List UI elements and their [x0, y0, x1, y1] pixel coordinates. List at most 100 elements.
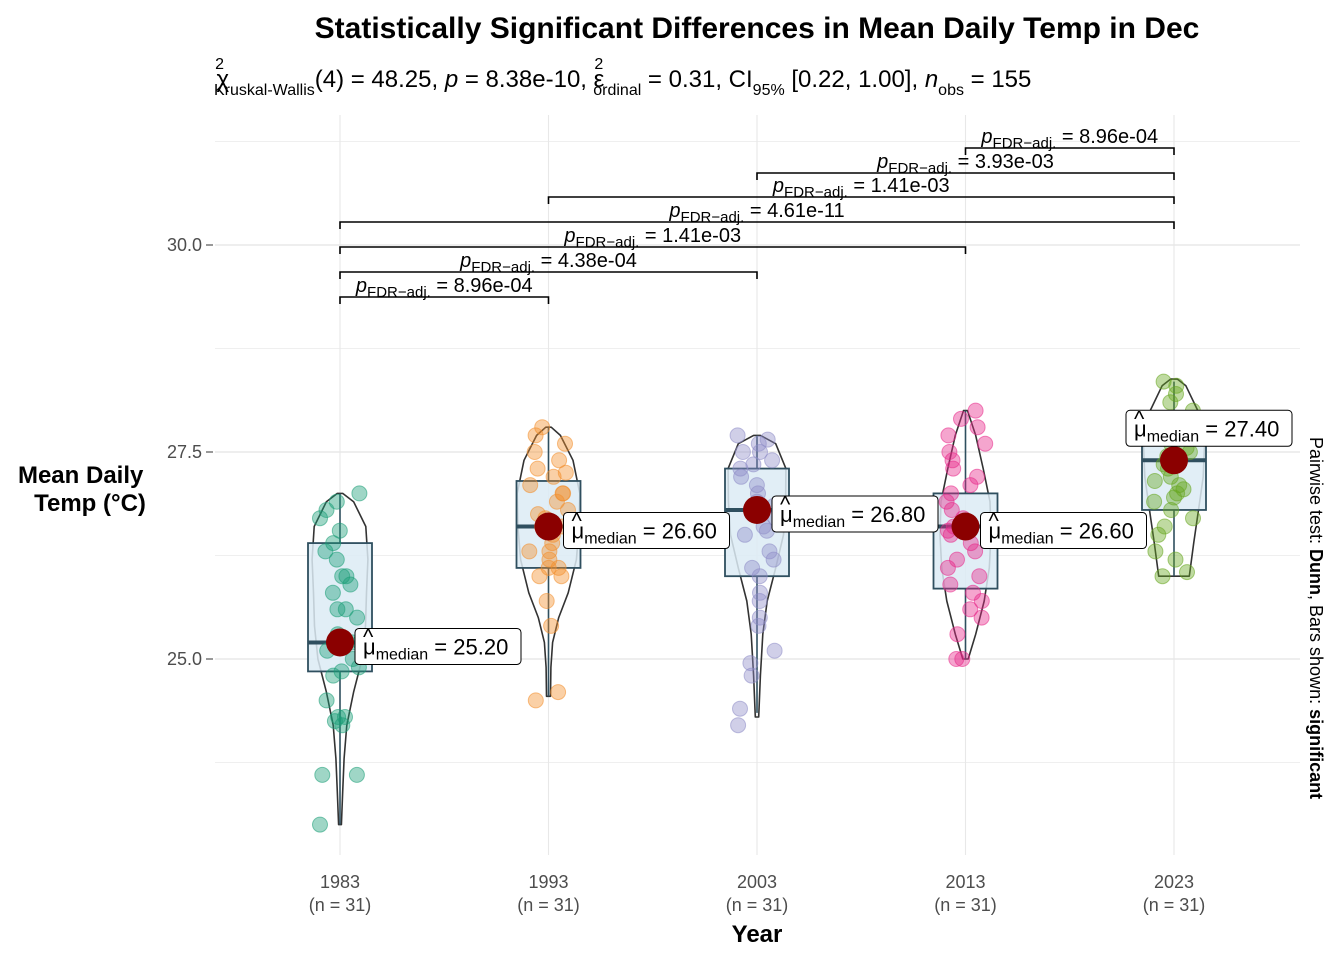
- data-point-2013: [965, 584, 981, 601]
- violin-2003: [727, 434, 787, 718]
- median-value: = 26.60: [1054, 519, 1134, 544]
- median-label-text: μmedian = 25.20: [363, 634, 508, 663]
- y-tick-label: 30.0: [167, 235, 202, 255]
- median-label-1993: ^μmedian = 26.60: [563, 509, 730, 550]
- caption-part-2: Dunn: [1306, 549, 1326, 595]
- bracket-label: pFDR−adj. = 1.41e-03: [563, 225, 741, 251]
- x-tick-sample-size: (n = 31): [934, 895, 997, 915]
- median-subscript: median: [793, 514, 845, 531]
- data-point-2013: [949, 551, 965, 568]
- median-label-box: [1125, 409, 1293, 447]
- x-tick-sample-size: (n = 31): [309, 895, 372, 915]
- median-label-box: [354, 627, 522, 665]
- violin-1993: [516, 426, 581, 698]
- data-point-1993: [554, 485, 571, 502]
- bracket-1983-2023: pFDR−adj. = 4.61e-11: [339, 200, 1175, 229]
- data-point-1993: [551, 452, 568, 469]
- data-point-1983: [325, 535, 342, 552]
- data-point-2013: [949, 626, 966, 643]
- x-tick-sample-size: (n = 31): [726, 895, 789, 915]
- y-axis-title-line-2: Temp (°C): [34, 490, 146, 517]
- p-subscript: FDR−adj.: [367, 284, 431, 301]
- median-point-2023: [1160, 446, 1188, 475]
- y-axis-title: Mean Daily Temp (°C): [18, 462, 150, 517]
- data-point-1993: [557, 464, 574, 481]
- data-point-2003: [736, 526, 753, 543]
- bracket-label: pFDR−adj. = 8.96e-04: [980, 126, 1158, 152]
- p-symbol: p: [980, 126, 992, 148]
- median-value: = 27.40: [1199, 416, 1279, 441]
- data-point-2003: [745, 456, 762, 473]
- data-point-2013: [944, 452, 961, 469]
- median-label-2023: ^μmedian = 27.40: [1125, 406, 1293, 447]
- data-point-1993: [529, 460, 546, 477]
- x-tick-sample-size: (n = 31): [1143, 895, 1206, 915]
- p-subscript: FDR−adj.: [784, 184, 848, 201]
- hat-symbol: ^: [363, 624, 374, 649]
- data-point-2023: [1185, 510, 1201, 527]
- x-tick-label: 2013: [945, 872, 985, 892]
- data-point-2023: [1155, 373, 1172, 390]
- data-point-2023: [1146, 473, 1163, 489]
- data-point-2023: [1147, 543, 1164, 560]
- p-value: = 4.61e-11: [744, 200, 844, 222]
- p-symbol: p: [876, 151, 888, 173]
- mu-symbol: μ: [572, 519, 585, 544]
- bracket-1983-2003: pFDR−adj. = 4.38e-04: [339, 250, 758, 279]
- p-value: = 8.96e-04: [1056, 126, 1158, 148]
- p-symbol: p: [772, 175, 784, 197]
- data-point-1983: [348, 766, 365, 783]
- median-point-2003: [743, 495, 771, 524]
- data-point-2013: [967, 402, 984, 419]
- bracket-1983-1993: pFDR−adj. = 8.96e-04: [339, 275, 550, 304]
- data-point-2003: [730, 717, 747, 734]
- data-point-2003: [732, 700, 748, 717]
- data-point-2003: [752, 584, 768, 601]
- bracket-line: [547, 196, 1175, 204]
- caption-part-3: , Bars shown:: [1306, 595, 1326, 709]
- caption: Pairwise test: Dunn, Bars shown: signifi…: [1306, 437, 1326, 799]
- p-symbol: p: [668, 200, 680, 222]
- data-point-2013: [969, 419, 986, 436]
- data-point-1983: [331, 522, 348, 539]
- epsilon-symbol: ε: [594, 66, 605, 93]
- mu-symbol: μ: [363, 634, 376, 659]
- data-point-2003: [733, 468, 750, 485]
- data-point-1993: [527, 427, 544, 444]
- x-tick-sample-size: (n = 31): [517, 895, 580, 915]
- median-point-1993: [534, 512, 563, 541]
- chi-symbol: χ: [216, 66, 229, 93]
- data-point-2013: [971, 568, 988, 585]
- y-axis-title-line-1: Mean Daily: [18, 462, 144, 489]
- data-point-2013: [973, 609, 990, 626]
- data-point-2003: [750, 435, 767, 452]
- data-point-2013: [954, 651, 971, 667]
- median-label-text: μmedian = 26.80: [780, 502, 925, 531]
- data-point-2023: [1154, 568, 1171, 585]
- data-point-1993: [521, 543, 538, 560]
- median-value: = 26.80: [845, 502, 925, 527]
- median-label-text: μmedian = 26.60: [989, 519, 1134, 548]
- hat-symbol: ^: [572, 509, 583, 534]
- mu-symbol: μ: [1134, 416, 1147, 441]
- bracket-label: pFDR−adj. = 4.38e-04: [459, 250, 637, 276]
- data-point-1983: [314, 766, 331, 783]
- data-point-2013: [969, 468, 986, 485]
- bracket-label: pFDR−adj. = 1.41e-03: [772, 175, 950, 201]
- data-point-2023: [1150, 526, 1167, 543]
- p-symbol: p: [444, 66, 458, 93]
- median-value: = 26.60: [637, 519, 717, 544]
- data-point-2013: [962, 601, 979, 618]
- bracket-line: [339, 271, 758, 279]
- bracket-line: [756, 172, 1175, 180]
- data-point-1983: [342, 576, 359, 593]
- data-point-1993: [534, 419, 551, 436]
- p-subscript: FDR−adj.: [993, 135, 1057, 152]
- data-point-2003: [742, 655, 759, 672]
- data-point-2013: [973, 593, 990, 609]
- bracket-line: [339, 221, 1175, 229]
- median-subscript: median: [1147, 428, 1199, 445]
- p-value: = 8.38e-10,: [458, 66, 593, 93]
- data-point-1983: [334, 568, 351, 585]
- data-point-2003: [751, 609, 768, 626]
